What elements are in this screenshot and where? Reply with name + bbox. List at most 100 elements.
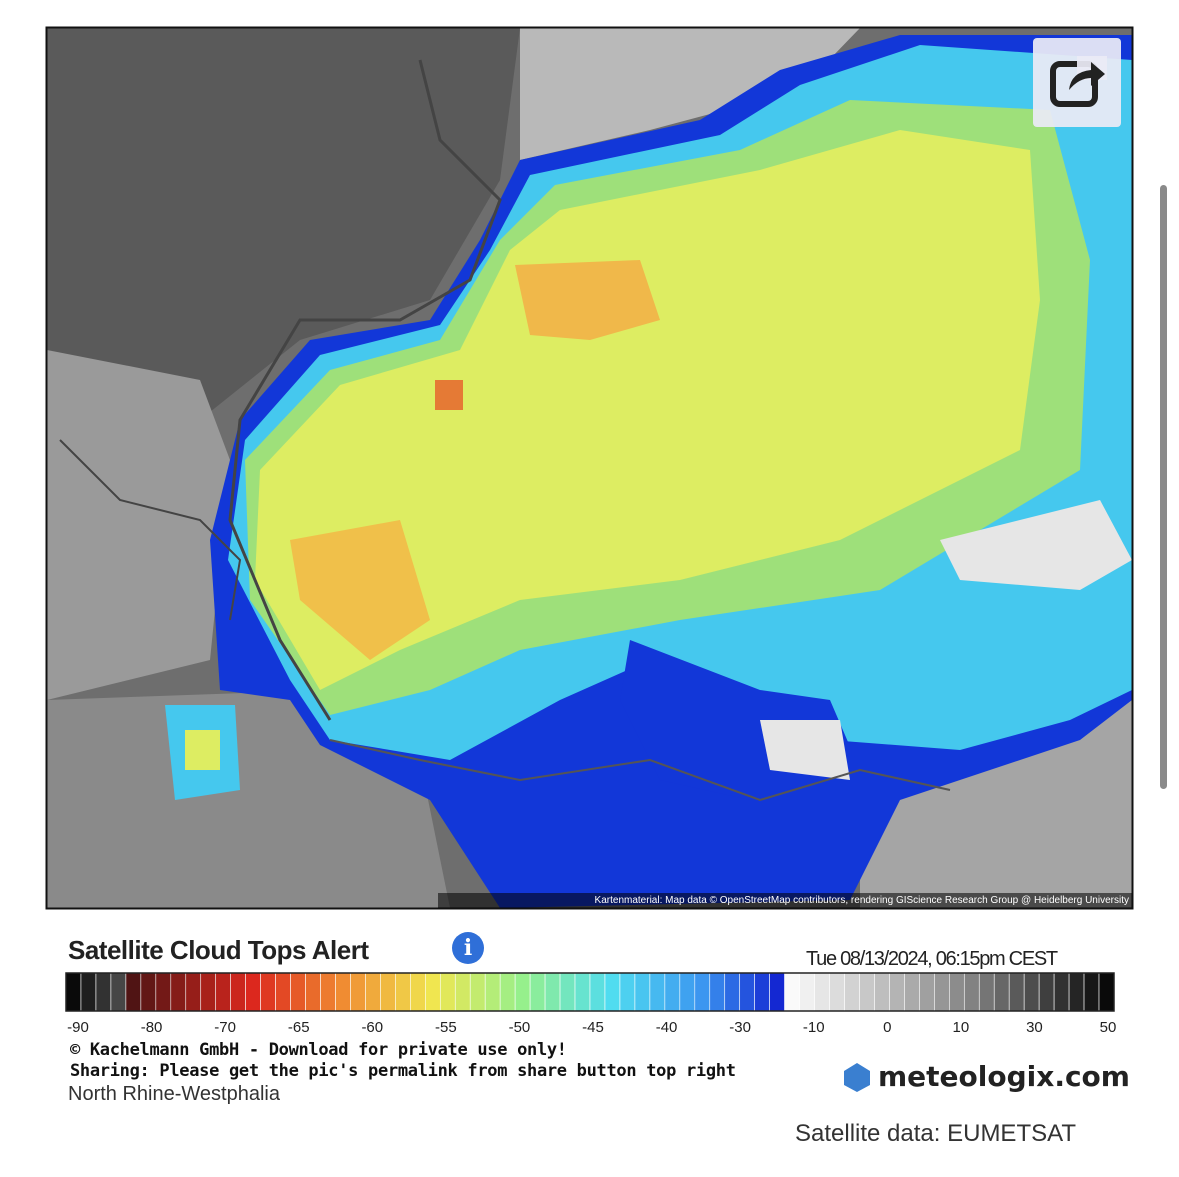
scale-swatch — [829, 972, 845, 1012]
scale-swatch — [949, 972, 965, 1012]
scale-swatch — [410, 972, 426, 1012]
scale-swatch — [1068, 972, 1085, 1012]
scale-swatch — [215, 972, 231, 1012]
scale-swatch — [484, 972, 501, 1012]
scale-swatch — [439, 972, 456, 1012]
scale-label: -55 — [435, 1019, 457, 1036]
scale-label: 50 — [1100, 1019, 1117, 1036]
scale-swatch — [425, 972, 441, 1012]
satellite-map — [47, 28, 1132, 908]
scale-label: -30 — [729, 1019, 751, 1036]
scale-swatch — [1008, 972, 1025, 1012]
scale-swatch — [260, 972, 276, 1012]
scale-label: 0 — [883, 1019, 891, 1036]
scale-swatch — [799, 972, 815, 1012]
data-source: Satellite data: EUMETSAT — [795, 1120, 1076, 1147]
scale-label: -70 — [214, 1019, 236, 1036]
scrollbar[interactable] — [1160, 185, 1167, 789]
timestamp: Tue 08/13/2024, 06:15pm CEST — [806, 948, 1058, 970]
scale-label: 30 — [1026, 1019, 1043, 1036]
scale-label: -45 — [582, 1019, 604, 1036]
scale-swatch — [1098, 972, 1115, 1012]
scale-swatch — [365, 972, 381, 1012]
scale-swatch — [634, 972, 651, 1012]
scale-swatch — [125, 972, 142, 1012]
scale-swatch — [499, 972, 516, 1012]
map-attribution: Kartenmaterial: Map data © OpenStreetMap… — [594, 895, 1129, 906]
attribution-bg — [438, 893, 1132, 908]
scale-swatch — [889, 972, 905, 1012]
scale-label: 10 — [953, 1019, 970, 1036]
share-icon — [1050, 56, 1107, 107]
scale-swatch — [140, 972, 157, 1012]
scale-swatch — [380, 972, 396, 1012]
scale-swatch — [170, 972, 187, 1012]
logo-text: meteologix.com — [878, 1060, 1130, 1093]
scale-swatch — [275, 972, 291, 1012]
scale-label: -60 — [361, 1019, 383, 1036]
scale-label: -50 — [509, 1019, 531, 1036]
scale-swatch — [814, 972, 830, 1012]
scale-swatch — [769, 972, 785, 1012]
sharing-note: Sharing: Please get the pic's permalink … — [70, 1061, 736, 1081]
scale-swatch — [619, 972, 636, 1012]
scale-swatch — [589, 972, 606, 1012]
logo: meteologix.com — [842, 1060, 1130, 1093]
scale-swatch — [200, 972, 217, 1012]
logo-icon — [844, 1062, 870, 1092]
scale-swatch — [739, 972, 755, 1012]
scale-swatch — [1053, 972, 1070, 1012]
scale-swatch — [110, 972, 127, 1012]
scale-swatch — [335, 972, 351, 1012]
scale-label: -10 — [803, 1019, 825, 1036]
info-button[interactable]: i — [452, 932, 484, 964]
scale-swatch — [709, 972, 726, 1012]
legend-title: Satellite Cloud Tops Alert — [68, 935, 369, 965]
scale-swatch — [230, 972, 246, 1012]
scale-swatch — [904, 972, 920, 1012]
scale-swatch — [664, 972, 681, 1012]
scale-swatch — [919, 972, 935, 1012]
scale-swatch — [574, 972, 591, 1012]
scale-swatch — [934, 972, 950, 1012]
share-button[interactable] — [1033, 38, 1121, 127]
scale-swatch — [155, 972, 172, 1012]
scale-swatch — [784, 972, 800, 1012]
scale-label: -90 — [67, 1019, 89, 1036]
scale-swatch — [350, 972, 366, 1012]
scale-swatch — [65, 972, 82, 1012]
scale-frame — [65, 972, 1115, 1012]
scale-swatch — [529, 972, 546, 1012]
scale-swatch — [978, 972, 995, 1012]
scale-swatch — [245, 972, 261, 1012]
scale-swatch — [963, 972, 980, 1012]
scale-swatch — [320, 972, 336, 1012]
scale-swatch — [80, 972, 97, 1012]
region: North Rhine-Westphalia — [68, 1083, 280, 1105]
scale-swatch — [1038, 972, 1055, 1012]
scale-swatch — [185, 972, 202, 1012]
scale-swatch — [874, 972, 890, 1012]
copyright: © Kachelmann GmbH - Download for private… — [70, 1040, 567, 1060]
scale-swatch — [679, 972, 696, 1012]
scale-swatch — [454, 972, 471, 1012]
scale-swatch — [305, 972, 321, 1012]
scale-swatch — [859, 972, 875, 1012]
scale-swatch — [604, 972, 621, 1012]
scale-label: -65 — [288, 1019, 310, 1036]
color-scale: -90 -80 -70 -65 -60 -55 -50 -45 -40 -30 -10 0 10 30 50 — [65, 972, 1117, 1036]
scale-swatch — [754, 972, 770, 1012]
scale-swatch — [844, 972, 860, 1012]
scale-swatch — [649, 972, 666, 1012]
scale-swatch — [544, 972, 561, 1012]
scale-swatch — [1023, 972, 1040, 1012]
scale-swatch — [694, 972, 711, 1012]
scale-swatch — [1083, 972, 1100, 1012]
map-frame — [45, 26, 1134, 910]
scale-swatch — [395, 972, 411, 1012]
scale-label: -80 — [141, 1019, 163, 1036]
scale-swatch — [95, 972, 112, 1012]
scale-swatch — [514, 972, 531, 1012]
